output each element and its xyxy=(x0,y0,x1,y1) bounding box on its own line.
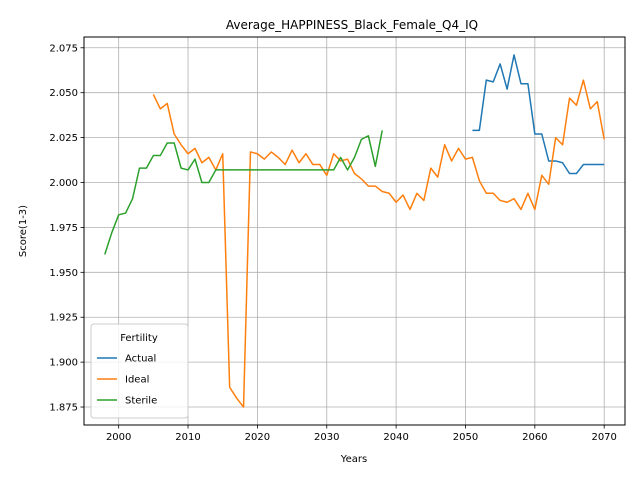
x-tick-label: 2060 xyxy=(522,432,547,443)
legend-label-ideal: Ideal xyxy=(125,375,149,386)
x-tick-label: 2030 xyxy=(314,432,339,443)
x-tick-label: 2000 xyxy=(106,432,131,443)
y-tick-label: 1.950 xyxy=(49,268,78,279)
series-line-sterile xyxy=(104,130,383,255)
x-tick-label: 2070 xyxy=(591,432,616,443)
y-tick-label: 2.025 xyxy=(49,133,78,144)
x-tick-label: 2010 xyxy=(175,432,200,443)
y-tick-label: 2.000 xyxy=(49,178,78,189)
y-tick-label: 1.925 xyxy=(49,313,78,324)
y-tick-label: 1.975 xyxy=(49,223,78,234)
y-tick-label: 1.900 xyxy=(49,358,78,369)
legend-label-actual: Actual xyxy=(125,354,156,365)
x-tick-label: 2020 xyxy=(245,432,270,443)
series-lines xyxy=(104,54,605,408)
y-axis-ticks: 1.875 1.900 1.925 1.950 1.975 2.000 2.025 2.050… xyxy=(49,43,84,414)
x-tick-label: 2040 xyxy=(383,432,408,443)
x-axis-ticks: 2000 2010 2020 2030 2040 2050 2060 2070 xyxy=(106,425,617,443)
x-axis-title: Years xyxy=(340,454,367,465)
legend-title: Fertility xyxy=(120,333,158,344)
legend-box xyxy=(90,323,189,419)
y-tick-label: 2.050 xyxy=(49,88,78,99)
legend: Fertility Actual Ideal Sterile xyxy=(90,323,189,419)
chart-title: Average_HAPPINESS_Black_Female_Q4_IQ xyxy=(226,18,478,32)
y-axis-title: Score(1-3) xyxy=(18,205,29,257)
y-tick-label: 2.075 xyxy=(49,43,78,54)
legend-label-sterile: Sterile xyxy=(125,396,157,407)
y-tick-label: 1.875 xyxy=(49,403,78,414)
series-line-actual xyxy=(472,54,605,175)
series-line-ideal xyxy=(152,79,605,408)
x-tick-label: 2050 xyxy=(453,432,478,443)
plot-frame xyxy=(83,36,626,426)
